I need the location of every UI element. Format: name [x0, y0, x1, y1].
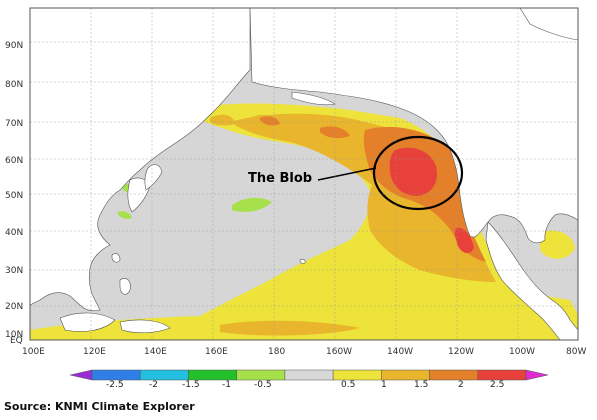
lat-label: EQ [10, 336, 23, 346]
alaska-coastal-anomaly [210, 114, 236, 126]
lat-label: 30N [5, 266, 23, 276]
lat-label: 20N [5, 302, 23, 312]
blob-annotation: The Blob [248, 171, 312, 186]
colorbar-segment [284, 369, 334, 381]
lon-label: 160E [205, 347, 228, 357]
lon-label: 120W [448, 347, 474, 357]
colorbar-label: 2 [458, 380, 464, 390]
colorbar-label: -0.5 [254, 380, 272, 390]
lat-label: 90N [5, 41, 23, 51]
lat-label: 40N [5, 228, 23, 238]
blob-pointer-line [317, 167, 377, 181]
lon-label: 100W [509, 347, 535, 357]
colorbar-segment [381, 369, 430, 381]
colorbar-label: -2.5 [106, 380, 124, 390]
lon-label: 120E [83, 347, 106, 357]
land-masses [29, 7, 579, 341]
colorbar-segment [236, 369, 286, 381]
lon-label: 140W [387, 347, 413, 357]
source-credit: Source: KNMI Climate Explorer [4, 400, 195, 413]
blob-circle [372, 135, 464, 211]
colorbar-label: -2 [149, 380, 158, 390]
colorbar [69, 369, 549, 381]
colorbar-label: -1.5 [182, 380, 200, 390]
colorbar-segment [139, 369, 189, 381]
latitude-labels: 90N 80N 70N 60N 50N 40N 30N 20N 10N EQ [5, 41, 23, 346]
colorbar-arrow-high [525, 369, 549, 381]
colorbar-arrow-low [69, 369, 93, 381]
lon-label: 180 [268, 347, 285, 357]
lat-label: 80N [5, 80, 23, 90]
lon-label: 100E [22, 347, 45, 357]
colorbar-segment [429, 369, 479, 381]
map-gridlines [30, 8, 578, 340]
colorbar-segment [188, 369, 237, 381]
colorbar-label: 1 [381, 380, 387, 390]
colorbar-segment [332, 369, 382, 381]
colorbar-segment [91, 369, 141, 381]
colorbar-label: 0.5 [341, 380, 355, 390]
lon-label: 80W [566, 347, 586, 357]
colorbar-label: 2.5 [490, 380, 504, 390]
colorbar-label: -1 [222, 380, 231, 390]
lat-label: 10N [5, 330, 23, 340]
lon-label: 160W [326, 347, 352, 357]
lat-label: 60N [5, 156, 23, 166]
longitude-labels: 100E 120E 140E 160E 180 160W 140W 120W 1… [22, 347, 586, 357]
colorbar-segment [477, 369, 527, 381]
lat-label: 50N [5, 191, 23, 201]
colorbar-label: 1.5 [414, 380, 428, 390]
colorbar-labels: -2.5 -2 -1.5 -1 -0.5 0.5 1 1.5 2 2.5 [106, 380, 504, 390]
lat-label: 70N [5, 119, 23, 129]
lon-label: 140E [144, 347, 167, 357]
map-frame [29, 7, 579, 341]
